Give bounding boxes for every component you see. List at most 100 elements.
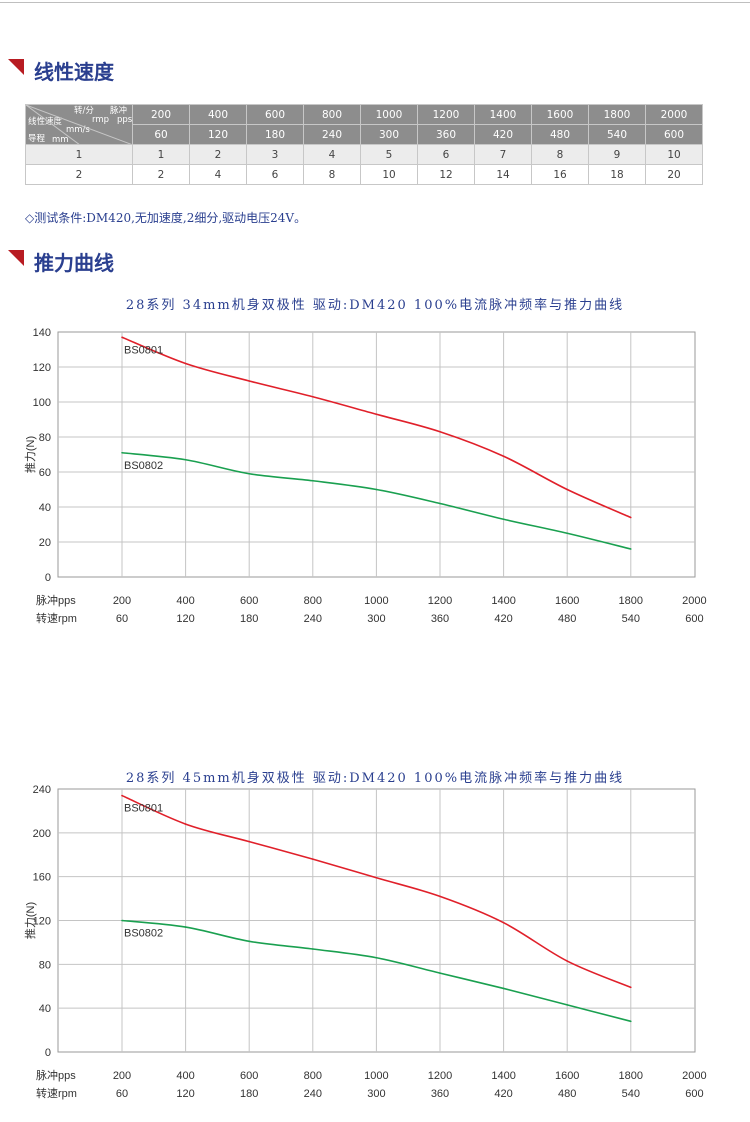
series-label: BS0802	[124, 928, 163, 940]
y-tick-label: 200	[33, 828, 51, 840]
speed-cell: 12	[417, 164, 475, 185]
lead-label: 导程	[28, 134, 46, 144]
data-point	[248, 840, 250, 843]
data-point	[375, 876, 378, 879]
y-tick-label: 40	[39, 502, 51, 514]
thrust-chart-34mm: 0 20 40 60 80 100 120 140 200 60 400 120 600 180 800 24…	[23, 327, 707, 625]
x-tick-label-rpm: 240	[304, 613, 322, 625]
speed-cell: 4	[303, 144, 361, 165]
speed-cell: 10	[360, 164, 418, 185]
table-row-rpm: 60 120 180 240 300 360 420 480 540 600	[26, 124, 703, 145]
speed-cell: 8	[531, 144, 589, 165]
data-point	[312, 395, 314, 398]
x-tick-label-rpm: 300	[367, 613, 385, 625]
data-point	[502, 455, 505, 458]
speed-cell: 2	[132, 164, 190, 185]
x-tick-label-pps: 1600	[555, 1070, 579, 1082]
test-conditions-note: ◇测试条件:DM420,无加速度,2细分,驱动电压24V。	[25, 211, 307, 225]
rpm-unit-label: 转/分	[74, 106, 94, 116]
speed-cell: 10	[645, 144, 703, 165]
x-tick-label-rpm: 60	[116, 1088, 128, 1100]
x-tick-label-pps: 400	[176, 595, 194, 607]
rpm-cell: 600	[645, 124, 703, 145]
pps-cell: 800	[303, 104, 361, 125]
data-point	[121, 919, 123, 922]
pps-cell: 1600	[531, 104, 589, 125]
speed-cell: 6	[417, 144, 475, 165]
x-tick-label-pps: 1800	[619, 595, 643, 607]
data-point	[121, 794, 123, 797]
chart-title-45mm: 28系列 45mm机身双极性 驱动:DM420 100%电流脉冲频率与推力曲线	[125, 771, 625, 786]
pps-cell: 600	[246, 104, 304, 125]
y-tick-label: 100	[33, 397, 51, 409]
y-tick-label: 160	[33, 872, 51, 884]
x-tick-label-pps: 800	[304, 1070, 322, 1082]
data-point	[630, 1020, 632, 1023]
rpm-sub-label: rmp	[92, 115, 110, 125]
pulse-sub-label: pps	[117, 115, 133, 125]
x-axis-label-rpm: 转速rpm	[36, 611, 77, 625]
data-point	[121, 336, 123, 339]
data-point	[630, 548, 632, 550]
data-point	[375, 956, 378, 959]
data-point	[248, 380, 250, 382]
speed-cell: 6	[246, 164, 304, 185]
x-tick-label-pps: 2000	[682, 595, 706, 607]
rpm-cell: 360	[417, 124, 475, 145]
x-tick-label-rpm: 360	[431, 1088, 449, 1100]
data-point	[184, 823, 187, 825]
series-label: BS0802	[124, 460, 163, 472]
data-point	[375, 413, 378, 416]
speed-cell: 20	[645, 164, 703, 185]
speed-cell: 2	[189, 144, 247, 165]
corner-diagonals	[26, 105, 133, 145]
x-tick-label-pps: 1400	[491, 1070, 515, 1082]
x-tick-label-pps: 600	[240, 595, 258, 607]
y-tick-label: 20	[39, 537, 51, 549]
x-tick-label-pps: 1200	[428, 1070, 452, 1082]
section-title: 线性速度	[34, 59, 114, 84]
data-point	[184, 362, 187, 365]
rpm-cell: 60	[132, 124, 190, 145]
data-point	[121, 451, 123, 454]
x-tick-label-pps: 400	[176, 1070, 194, 1082]
x-tick-label-rpm: 180	[240, 613, 258, 625]
thrust-chart-45mm: 0 40 80 120 160 200 240 200 60 400 120 600 180 800 240…	[23, 784, 707, 1100]
section-title: 推力曲线	[34, 250, 114, 275]
data-point	[566, 488, 568, 491]
top-divider	[0, 2, 750, 3]
y-axis-label: 推力(N)	[23, 902, 37, 939]
speed-cell: 4	[189, 164, 247, 185]
rpm-cell: 240	[303, 124, 361, 145]
rpm-cell: 120	[189, 124, 247, 145]
data-point	[248, 472, 250, 475]
data-point	[312, 858, 314, 860]
section-linear-speed: 线性速度	[8, 55, 114, 85]
speed-cell: 1	[132, 144, 190, 165]
table-corner-header: 转/分 脉冲 rmp pps 线性速度 mm/s 导程 mm	[25, 104, 133, 145]
x-tick-label-rpm: 120	[176, 613, 194, 625]
data-point	[630, 516, 632, 519]
y-tick-label: 0	[45, 1047, 51, 1059]
x-tick-label-rpm: 540	[622, 613, 640, 625]
data-point	[248, 940, 250, 943]
speed-cell: 16	[531, 164, 589, 185]
x-tick-label-rpm: 480	[558, 613, 576, 625]
chart-title-34mm: 28系列 34mm机身双极性 驱动:DM420 100%电流脉冲频率与推力曲线	[125, 298, 625, 313]
x-tick-label-rpm: 60	[116, 613, 128, 625]
series-label: BS0801	[124, 803, 163, 815]
x-tick-label-rpm: 420	[494, 1088, 512, 1100]
series-label: BS0801	[124, 344, 163, 356]
speed-cell: 14	[474, 164, 532, 185]
speed-cell: 8	[303, 164, 361, 185]
data-point	[502, 921, 505, 924]
x-tick-label-pps: 2000	[682, 1070, 706, 1082]
rpm-cell: 300	[360, 124, 418, 145]
data-point	[439, 430, 441, 433]
y-tick-label: 120	[33, 916, 51, 928]
lead-unit-label: mm	[52, 135, 69, 145]
data-point	[630, 986, 632, 989]
x-tick-label-rpm: 600	[685, 1088, 703, 1100]
speed-cell: 5	[360, 144, 418, 165]
x-tick-label-rpm: 420	[494, 613, 512, 625]
